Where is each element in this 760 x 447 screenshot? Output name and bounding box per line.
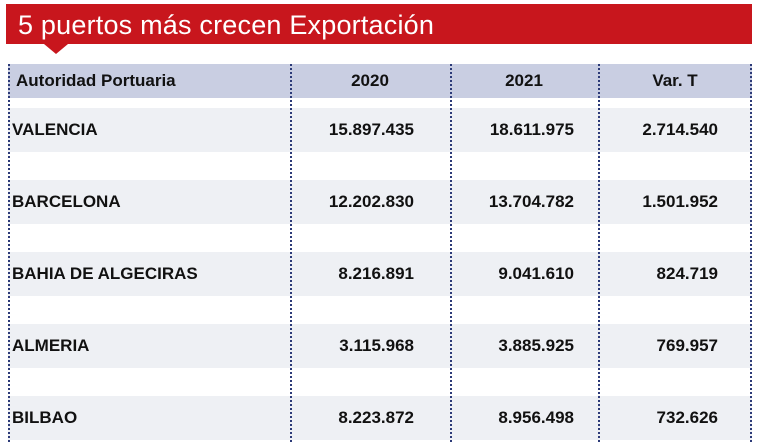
column-separator [8, 64, 10, 442]
value-cell: 9.041.610 [498, 264, 574, 283]
row-band [8, 396, 752, 440]
port-name: ALMERIA [12, 336, 90, 355]
header-cell: 2020 [351, 71, 389, 90]
value-cell: 2.714.540 [642, 120, 718, 139]
row-band [8, 324, 752, 368]
value-cell: 12.202.830 [328, 192, 414, 211]
row-band [8, 252, 752, 296]
column-separator [450, 64, 452, 442]
value-cell: 732.626 [656, 408, 718, 427]
value-cell: 824.719 [656, 264, 718, 283]
value-cell: 3.885.925 [498, 336, 574, 355]
row-band [8, 180, 752, 224]
row-band [8, 108, 752, 152]
port-name: BILBAO [12, 408, 78, 427]
value-cell: 13.704.782 [488, 192, 574, 211]
port-name: BARCELONA [12, 192, 121, 211]
value-cell: 18.611.975 [489, 120, 574, 139]
header-cell: Var. T [652, 71, 698, 90]
port-name: BAHIA DE ALGECIRAS [12, 264, 198, 283]
value-cell: 8.216.891 [338, 264, 414, 283]
column-separator [290, 64, 292, 442]
port-name: VALENCIA [12, 120, 98, 139]
title-pointer [44, 44, 68, 54]
value-cell: 769.957 [656, 336, 718, 355]
title: 5 puertos más crecen Exportación [18, 10, 435, 40]
value-cell: 1.501.952 [642, 192, 718, 211]
title-bar: 5 puertos más crecen Exportación [6, 4, 752, 44]
header-cell: 2021 [505, 71, 543, 90]
value-cell: 3.115.968 [339, 336, 414, 355]
column-separator [750, 64, 752, 442]
value-cell: 8.956.498 [498, 408, 574, 427]
table: Autoridad Portuaria 2020 2021 Var. T VALENCI… [8, 64, 752, 442]
value-cell: 8.223.872 [338, 408, 414, 427]
header-cell: Autoridad Portuaria [16, 71, 176, 90]
header-row [8, 64, 752, 98]
value-cell: 15.897.435 [328, 120, 414, 139]
column-separator [598, 64, 600, 442]
